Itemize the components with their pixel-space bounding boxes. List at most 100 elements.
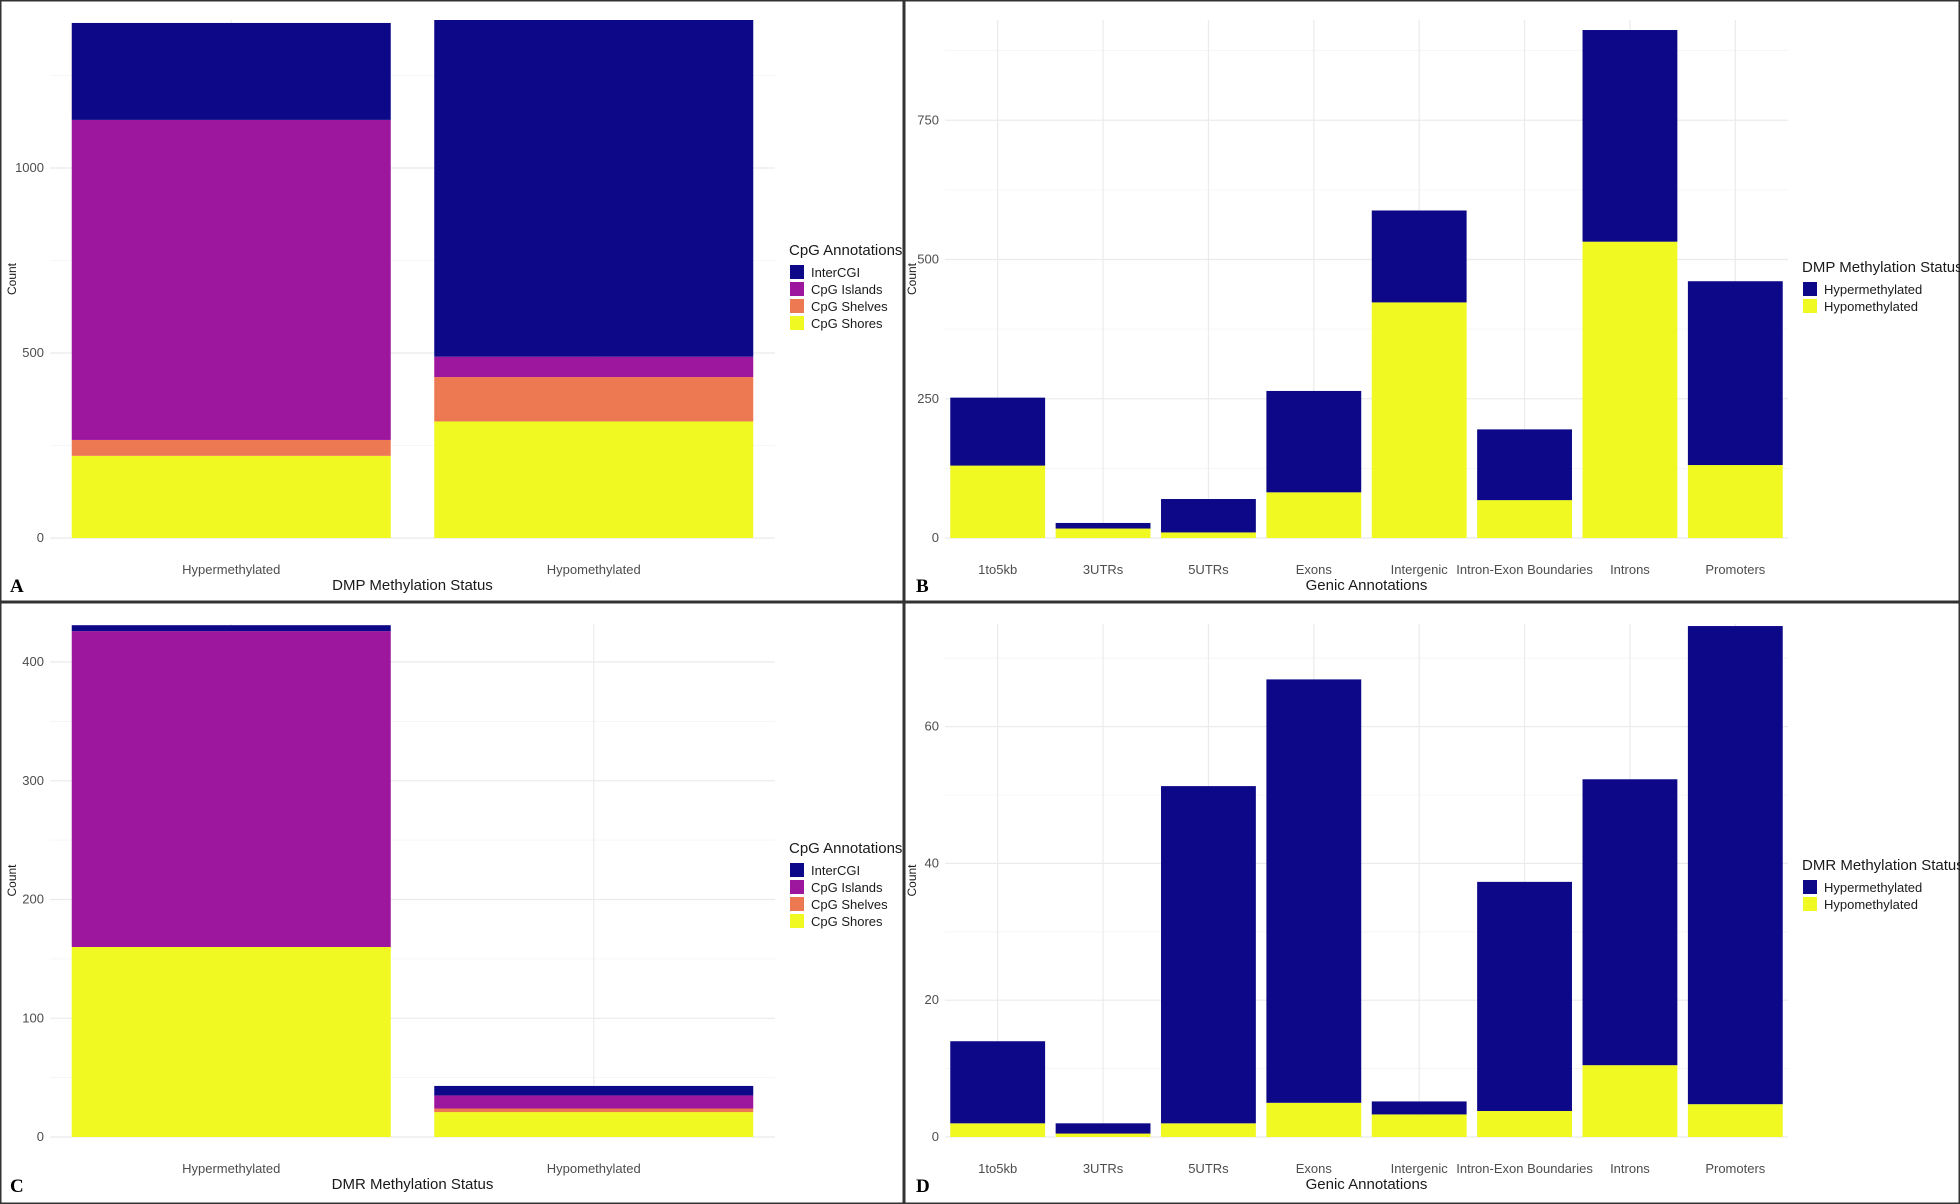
x-tick-label: Intron-Exon Boundaries bbox=[1456, 1161, 1593, 1176]
bar-segment-cpg-islands bbox=[434, 1095, 754, 1109]
panel-label: C bbox=[10, 1176, 24, 1197]
y-tick-label: 750 bbox=[917, 112, 939, 127]
panel-frame bbox=[904, 0, 1960, 602]
x-tick-label: Intron-Exon Boundaries bbox=[1456, 562, 1593, 577]
bar-segment-hypomethylated bbox=[1582, 241, 1678, 539]
bar-segment-cpg-shores bbox=[71, 455, 391, 538]
bar-segment-cpg-islands bbox=[434, 356, 754, 378]
panel-label: A bbox=[10, 576, 24, 597]
legend: CpG Annotations InterCGI CpG Islands CpG Sh… bbox=[789, 242, 902, 331]
bars bbox=[71, 20, 754, 538]
bar-segment-hypomethylated bbox=[1477, 1111, 1572, 1137]
legend-label: CpG Shelves bbox=[811, 897, 888, 912]
x-tick-label: Promoters bbox=[1705, 1161, 1765, 1176]
legend-swatch bbox=[1803, 282, 1817, 296]
panel-frame bbox=[0, 0, 904, 602]
bar-segment-intercgi bbox=[71, 625, 391, 632]
y-axis-title: Count bbox=[905, 864, 919, 897]
bar-segment-hypomethylated bbox=[1687, 465, 1783, 538]
bar-segment-hypermethylated bbox=[950, 397, 1046, 466]
legend-swatch bbox=[790, 282, 804, 296]
legend-swatch bbox=[790, 897, 804, 911]
x-tick-label: Exons bbox=[1296, 562, 1333, 577]
legend: CpG Annotations InterCGI CpG Islands CpG Sh… bbox=[789, 840, 902, 929]
x-tick-label: 1to5kb bbox=[978, 1161, 1017, 1176]
legend-label: CpG Shelves bbox=[811, 299, 888, 314]
panel-b: 0 250 500 750 1to5kb 3UTRs 5UTRs Exons Intergeni… bbox=[904, 0, 1960, 602]
y-tick-label: 20 bbox=[925, 992, 939, 1007]
x-tick-label: Hypomethylated bbox=[547, 1161, 641, 1176]
legend: DMR Methylation Status Hypermethylated Hyp… bbox=[1802, 857, 1960, 912]
y-tick-label: 1000 bbox=[15, 160, 44, 175]
bar-segment-hypomethylated bbox=[1582, 1065, 1678, 1137]
legend-label: CpG Islands bbox=[811, 282, 883, 297]
legend-label: Hypomethylated bbox=[1824, 897, 1918, 912]
panel-a: 0 500 1000 Hypermethylated Hypomethylated DMP… bbox=[0, 0, 904, 602]
bar-segment-hypermethylated bbox=[1582, 30, 1678, 242]
bar-segment-cpg-shores bbox=[71, 947, 391, 1137]
bar-segment-hypomethylated bbox=[1161, 532, 1256, 538]
bar-segment-hypomethylated bbox=[1371, 302, 1467, 538]
x-tick-label: 5UTRs bbox=[1188, 1161, 1229, 1176]
bar-segment-hypomethylated bbox=[1266, 492, 1362, 538]
y-tick-label: 200 bbox=[22, 892, 44, 907]
y-tick-label: 40 bbox=[925, 855, 939, 870]
bar-segment-hypermethylated bbox=[1371, 1101, 1467, 1115]
legend-swatch bbox=[790, 880, 804, 894]
bar-segment-hypomethylated bbox=[1055, 528, 1151, 538]
y-tick-label: 100 bbox=[22, 1010, 44, 1025]
legend: DMP Methylation Status Hypermethylated Hyp… bbox=[1802, 259, 1960, 314]
panel-label: D bbox=[916, 1176, 930, 1197]
legend-swatch bbox=[1803, 897, 1817, 911]
x-tick-label: Intergenic bbox=[1391, 1161, 1449, 1176]
bar-segment-hypomethylated bbox=[1055, 1133, 1151, 1137]
x-tick-label: Introns bbox=[1610, 562, 1650, 577]
legend-swatch bbox=[790, 914, 804, 928]
bar-segment-intercgi bbox=[71, 22, 391, 120]
bar-segment-hypomethylated bbox=[1161, 1123, 1256, 1137]
legend-swatch bbox=[790, 863, 804, 877]
y-tick-label: 0 bbox=[37, 530, 44, 545]
bar-segment-cpg-shores bbox=[434, 421, 754, 538]
legend-title: DMR Methylation Status bbox=[1802, 857, 1960, 874]
legend-label: CpG Shores bbox=[811, 914, 883, 929]
bar-segment-hypermethylated bbox=[1161, 499, 1256, 533]
bar-segment-hypermethylated bbox=[1687, 626, 1783, 1105]
y-tick-label: 400 bbox=[22, 654, 44, 669]
legend-swatch bbox=[1803, 880, 1817, 894]
bar-segment-hypermethylated bbox=[1582, 779, 1678, 1066]
x-axis-title: Genic Annotations bbox=[1306, 1176, 1428, 1193]
legend-title: CpG Annotations bbox=[789, 840, 902, 857]
legend-title: CpG Annotations bbox=[789, 242, 902, 259]
panel-frame bbox=[904, 602, 1960, 1204]
bar-segment-intercgi bbox=[434, 1085, 754, 1096]
x-tick-label: Promoters bbox=[1705, 562, 1765, 577]
x-axis-title: DMP Methylation Status bbox=[332, 577, 493, 594]
bars bbox=[71, 625, 754, 1137]
x-tick-label: Introns bbox=[1610, 1161, 1650, 1176]
x-tick-label: 5UTRs bbox=[1188, 562, 1229, 577]
y-tick-label: 300 bbox=[22, 773, 44, 788]
bar-segment-hypermethylated bbox=[1477, 881, 1572, 1112]
legend-label: CpG Shores bbox=[811, 316, 883, 331]
panel-label: B bbox=[916, 576, 929, 597]
legend-title: DMP Methylation Status bbox=[1802, 259, 1960, 276]
y-tick-label: 500 bbox=[917, 252, 939, 267]
bar-segment-hypomethylated bbox=[950, 1123, 1046, 1137]
y-tick-label: 0 bbox=[932, 1129, 939, 1144]
legend-label: InterCGI bbox=[811, 265, 860, 280]
legend-label: CpG Islands bbox=[811, 880, 883, 895]
bar-segment-hypermethylated bbox=[1687, 281, 1783, 466]
y-tick-label: 500 bbox=[22, 345, 44, 360]
y-tick-label: 60 bbox=[925, 719, 939, 734]
bar-segment-cpg-shelves bbox=[434, 377, 754, 422]
bar-segment-hypomethylated bbox=[1266, 1102, 1362, 1137]
x-tick-label: 3UTRs bbox=[1083, 1161, 1124, 1176]
x-tick-label: 1to5kb bbox=[978, 562, 1017, 577]
bars bbox=[950, 30, 1783, 539]
x-tick-label: Intergenic bbox=[1391, 562, 1449, 577]
bar-segment-hypermethylated bbox=[1055, 522, 1151, 529]
bar-segment-cpg-islands bbox=[71, 119, 391, 440]
x-tick-label: Exons bbox=[1296, 1161, 1333, 1176]
